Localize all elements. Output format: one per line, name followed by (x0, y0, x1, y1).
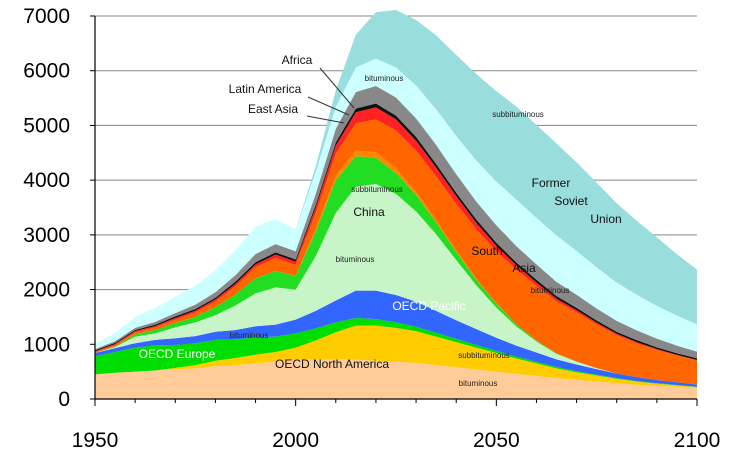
area-former-soviet-union-bituminous (95, 58, 697, 352)
x-tick-label: 2050 (473, 429, 520, 452)
annotations: Africa Latin America East Asia bituminous su… (139, 53, 622, 388)
area-oecd-north-america-subbituminous (95, 325, 697, 389)
leader-line (307, 96, 350, 116)
annotation-label: Latin America (229, 82, 302, 96)
tick-labels: 0 1000 2000 3000 4000 5000 6000 7000 1950 2000 205… (23, 5, 720, 452)
y-tick-label: 5000 (23, 114, 70, 137)
area-south-asia-bituminous (95, 119, 697, 385)
leader-line (319, 67, 355, 109)
stacked-areas (95, 9, 697, 399)
y-tick-label: 7000 (23, 5, 70, 28)
area-africa (95, 86, 697, 359)
area-former-soviet-union-subbituminous (95, 9, 697, 344)
annotation-label: South (471, 244, 502, 258)
area-oecd-north-america-bituminous (95, 359, 697, 399)
annotation-label: bituminous (459, 379, 498, 388)
y-tick-label: 4000 (23, 169, 70, 192)
annotation-label: subbituminous (351, 185, 403, 194)
x-tick-label: 2100 (674, 429, 721, 452)
annotation-label: OECD North America (275, 357, 389, 371)
annotation-label: OECD Europe (139, 347, 216, 361)
area-oecd-europe (95, 318, 697, 387)
axes (90, 15, 698, 406)
annotation-label: China (353, 205, 385, 219)
x-tick-label: 1950 (72, 429, 119, 452)
annotation-label: subbituminous (492, 110, 544, 119)
area-oecd-pacific (95, 290, 697, 387)
annotation-label: bituminous (365, 74, 404, 83)
annotation-label: East Asia (248, 102, 298, 116)
y-tick-label: 6000 (23, 60, 70, 83)
x-tick-label: 2000 (272, 429, 319, 452)
annotation-label: bituminous (336, 255, 375, 264)
annotation-label: Africa (282, 53, 313, 67)
annotation-label: Asia (512, 261, 536, 275)
leader-line (306, 115, 345, 124)
annotation-label: bituminous (230, 331, 269, 340)
annotation-label: Union (590, 212, 621, 226)
annotation-label: bituminous (531, 286, 570, 295)
area-china-bituminous (95, 183, 697, 385)
annotation-label: Former (532, 176, 571, 190)
y-tick-label: 3000 (23, 224, 70, 247)
y-tick-label: 2000 (23, 279, 70, 302)
annotation-label: OECD Pacific (392, 299, 465, 313)
y-tick-label: 1000 (23, 333, 70, 356)
annotation-label: subbituminous (458, 351, 510, 360)
y-tick-label: 0 (58, 388, 70, 411)
annotation-label: Soviet (554, 194, 588, 208)
